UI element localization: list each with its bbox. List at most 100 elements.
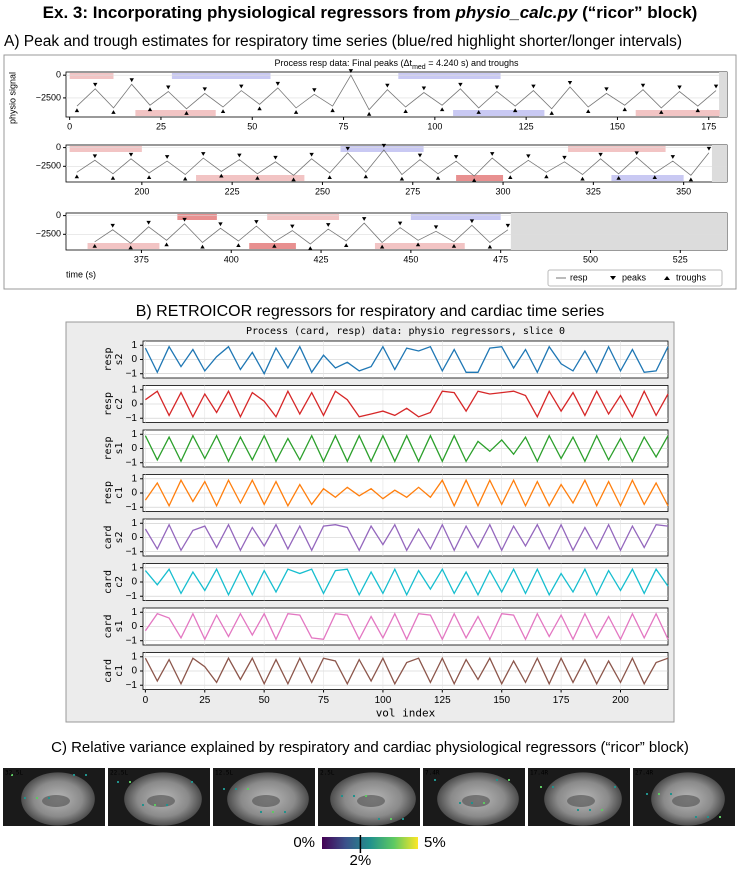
peak-marker: [433, 225, 439, 230]
series-label: cardc1: [103, 659, 125, 683]
peak-marker: [677, 85, 682, 90]
variance-voxel: [260, 811, 262, 813]
x-tick-label: 75: [318, 695, 330, 706]
variance-voxel: [552, 786, 554, 788]
trough-marker: [487, 244, 493, 249]
colorbar-label: 0%: [293, 834, 315, 851]
variance-voxel: [154, 804, 156, 806]
y-tick-label: −1: [126, 368, 138, 379]
x-tick-label: 150: [610, 121, 625, 131]
x-tick-label: 100: [375, 695, 392, 706]
interval-highlight: [568, 146, 666, 152]
interval-highlight: [249, 243, 296, 249]
series-label-line: c1: [114, 665, 125, 677]
legend-swatch: [610, 276, 616, 280]
trough-marker: [147, 107, 153, 112]
variance-voxel: [191, 781, 193, 783]
variance-voxel: [353, 795, 355, 797]
variance-voxel: [646, 793, 648, 795]
variance-voxel: [223, 788, 225, 790]
legend-label: resp: [570, 272, 588, 282]
trough-marker: [695, 108, 700, 113]
figure-title: Ex. 3: Incorporating physiological regre…: [43, 3, 698, 22]
variance-voxel: [434, 779, 436, 781]
x-tick-label: 325: [586, 186, 601, 196]
x-tick-label: 50: [259, 695, 271, 706]
x-tick-label: 275: [405, 186, 420, 196]
trough-marker: [308, 246, 313, 251]
peak-marker: [713, 84, 719, 89]
y-axis-label: physio signal: [7, 72, 17, 124]
regressor-line: [144, 567, 669, 597]
plot-title-text: Process resp data: Final peaks (Δt: [274, 58, 412, 68]
variance-voxel: [496, 779, 498, 781]
panel-caption: C) Relative variance explained by respir…: [51, 739, 689, 756]
variance-voxel: [11, 774, 13, 776]
variance-voxel: [235, 788, 237, 790]
variance-voxel: [695, 816, 697, 818]
series-label-line: resp: [103, 347, 114, 371]
colorbar-label: 5%: [424, 834, 446, 851]
regressor-line: [144, 656, 669, 686]
interval-highlight: [611, 175, 684, 181]
legend-label: troughs: [676, 272, 707, 282]
peak-marker: [640, 83, 646, 88]
series-label: cards2: [103, 525, 125, 549]
trough-marker: [549, 111, 554, 115]
x-tick-label: 100: [427, 121, 442, 131]
panel-caption: A) Peak and trough estimates for respira…: [4, 33, 682, 50]
series-label-line: resp: [103, 392, 114, 416]
y-tick-label: 0: [131, 532, 137, 543]
plot-title: Process resp data: Final peaks (Δtmed = …: [274, 58, 519, 70]
x-tick-label: 175: [701, 121, 716, 131]
trough-marker: [652, 175, 657, 180]
variance-voxel: [48, 797, 50, 799]
variance-voxel: [471, 802, 473, 804]
trough-marker: [74, 174, 80, 179]
series-label-line: s1: [114, 442, 125, 454]
trough-marker: [272, 243, 277, 248]
interval-highlight: [410, 214, 501, 220]
variance-voxel: [390, 818, 392, 820]
series-label: resps2: [103, 347, 125, 371]
trough-marker: [616, 175, 621, 180]
colorbar-label: 2%: [350, 852, 372, 869]
trough-marker: [544, 174, 549, 179]
trough-marker: [399, 176, 405, 181]
peak-marker: [567, 81, 573, 85]
trough-marker: [291, 177, 296, 182]
series-label: respc1: [103, 481, 125, 505]
y-tick-label: 0: [56, 210, 61, 220]
peak-marker: [326, 223, 331, 227]
y-tick-label: −2500: [36, 161, 61, 171]
trough-marker: [293, 110, 299, 114]
variance-voxel: [24, 797, 26, 799]
peak-marker: [453, 155, 459, 159]
variance-voxel: [85, 774, 87, 776]
peak-marker: [309, 152, 314, 157]
trough-marker: [688, 177, 694, 182]
x-tick-label: 200: [134, 186, 149, 196]
variance-voxel: [707, 816, 709, 818]
interval-highlight: [171, 73, 271, 79]
trough-marker: [111, 110, 116, 114]
x-tick-label: 50: [247, 121, 257, 131]
trough-marker: [330, 108, 335, 113]
variance-voxel: [341, 795, 343, 797]
series-label: resps1: [103, 436, 125, 460]
y-tick-label: 1: [131, 429, 137, 440]
trough-marker: [220, 109, 226, 113]
peak-marker: [166, 85, 171, 90]
resp-line: [76, 74, 717, 111]
x-tick-label: 250: [315, 186, 330, 196]
trough-marker: [128, 245, 133, 250]
resp-line: [94, 222, 509, 245]
trough-marker: [255, 175, 260, 180]
trough-marker: [257, 106, 262, 111]
x-tick-label: 525: [673, 254, 688, 264]
brain-structure: [42, 795, 70, 807]
no-data-region: [510, 213, 727, 250]
x-tick-label: 0: [67, 121, 72, 131]
y-tick-label: 0: [56, 142, 61, 152]
y-tick-label: 0: [131, 399, 137, 410]
